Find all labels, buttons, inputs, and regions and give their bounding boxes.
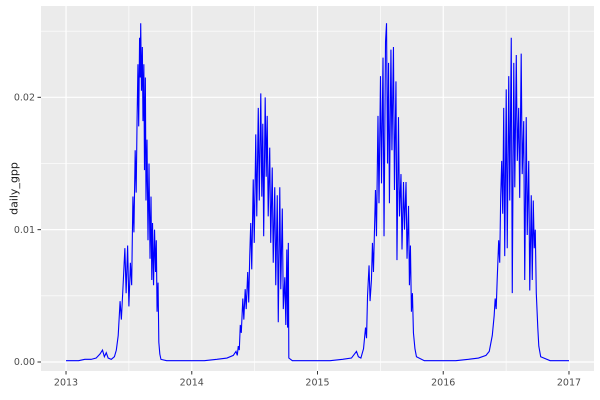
data-line-daily_gpp	[66, 23, 569, 362]
x-tick-label: 2017	[557, 378, 581, 389]
x-tick-label: 2016	[431, 378, 455, 389]
y-axis-title: daily_gpp	[7, 162, 21, 215]
y-tick-label: 0.02	[14, 93, 35, 104]
x-tick-label: 2013	[54, 378, 78, 389]
y-tick-label: 0.00	[14, 357, 35, 368]
x-tick-label: 2015	[305, 378, 329, 389]
x-tick-label: 2014	[180, 378, 204, 389]
y-tick-label: 0.01	[14, 225, 35, 236]
